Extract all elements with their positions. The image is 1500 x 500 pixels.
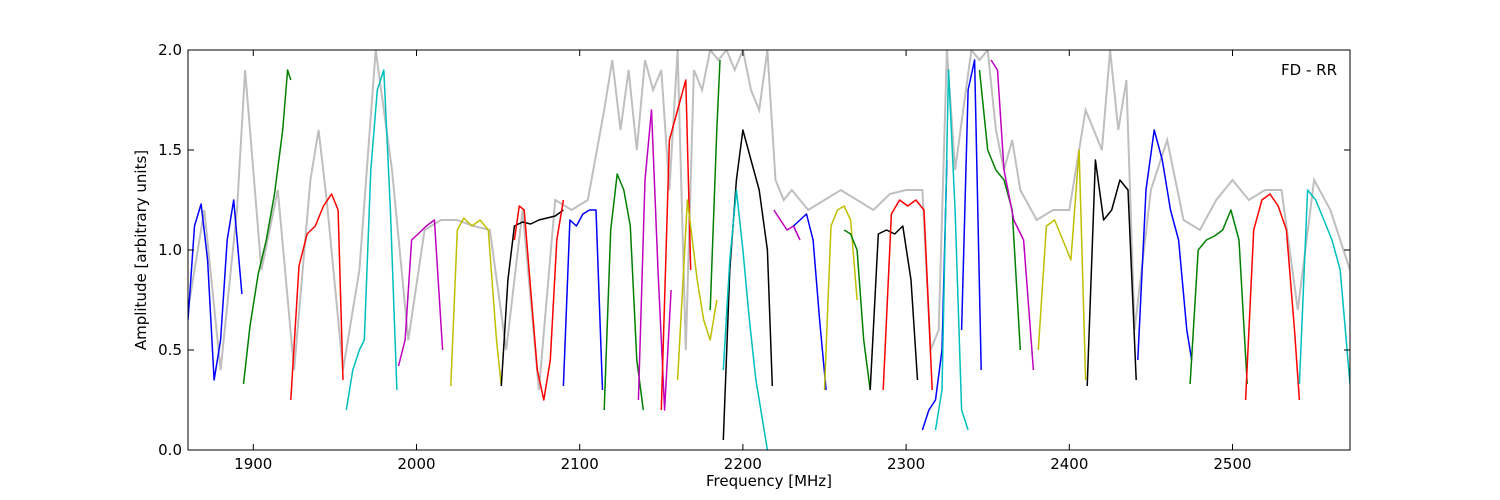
series-line-19 bbox=[823, 205, 858, 391]
series-layer bbox=[188, 59, 1350, 450]
series-line-9 bbox=[562, 209, 604, 391]
series-line-8 bbox=[513, 199, 565, 401]
series-line-28 bbox=[1037, 149, 1087, 381]
series-line-30 bbox=[1137, 129, 1193, 361]
x-tick-label: 2100 bbox=[561, 455, 599, 473]
series-line-4 bbox=[345, 69, 398, 411]
y-tick-label: 1.5 bbox=[158, 141, 182, 159]
x-tick-label: 2200 bbox=[724, 455, 762, 473]
series-line-3 bbox=[290, 193, 344, 401]
y-axis-ticks: 0.0 0.5 1.0 1.5 2.0 bbox=[158, 41, 1350, 459]
x-axis-label: Frequency [MHz] bbox=[706, 472, 832, 490]
series-line-21 bbox=[869, 225, 919, 391]
series-line-33 bbox=[1298, 189, 1350, 385]
series-line-31 bbox=[1189, 209, 1248, 385]
series-line-20 bbox=[843, 229, 871, 391]
background-trace bbox=[188, 50, 1350, 391]
series-line-32 bbox=[1244, 193, 1301, 401]
series-line-25 bbox=[960, 59, 982, 371]
series-line-24 bbox=[934, 69, 969, 431]
y-tick-label: 0.0 bbox=[158, 441, 182, 459]
series-line-26 bbox=[978, 69, 1022, 351]
series-line-1 bbox=[188, 199, 243, 381]
series-line-27 bbox=[990, 59, 1035, 371]
series-line-7 bbox=[500, 209, 564, 387]
series-line-14 bbox=[709, 59, 721, 311]
series-line-22 bbox=[882, 199, 933, 391]
series-line-11 bbox=[637, 109, 672, 411]
background-trace-layer bbox=[188, 50, 1350, 391]
series-line-18 bbox=[792, 213, 827, 391]
x-tick-label: 2300 bbox=[887, 455, 925, 473]
x-tick-label: 1900 bbox=[234, 455, 272, 473]
series-line-29 bbox=[1086, 159, 1137, 387]
x-axis-ticks: 1900 2000 2100 2200 2300 2400 2500 bbox=[234, 50, 1252, 473]
series-line-2 bbox=[242, 69, 292, 385]
x-tick-label: 2500 bbox=[1213, 455, 1251, 473]
series-line-17 bbox=[773, 209, 801, 241]
x-tick-label: 2000 bbox=[397, 455, 435, 473]
y-tick-label: 1.0 bbox=[158, 241, 182, 259]
series-line-16 bbox=[722, 189, 769, 450]
series-line-5 bbox=[397, 219, 444, 367]
series-line-12 bbox=[660, 79, 692, 411]
y-axis-label: Amplitude [arbitrary units] bbox=[132, 150, 150, 350]
x-tick-label: 2400 bbox=[1050, 455, 1088, 473]
series-line-10 bbox=[603, 173, 645, 411]
y-tick-label: 0.5 bbox=[158, 341, 182, 359]
series-line-13 bbox=[676, 199, 718, 381]
chart-annotation: FD - RR bbox=[1281, 61, 1337, 79]
y-tick-label: 2.0 bbox=[158, 41, 182, 59]
series-line-6 bbox=[450, 217, 503, 387]
